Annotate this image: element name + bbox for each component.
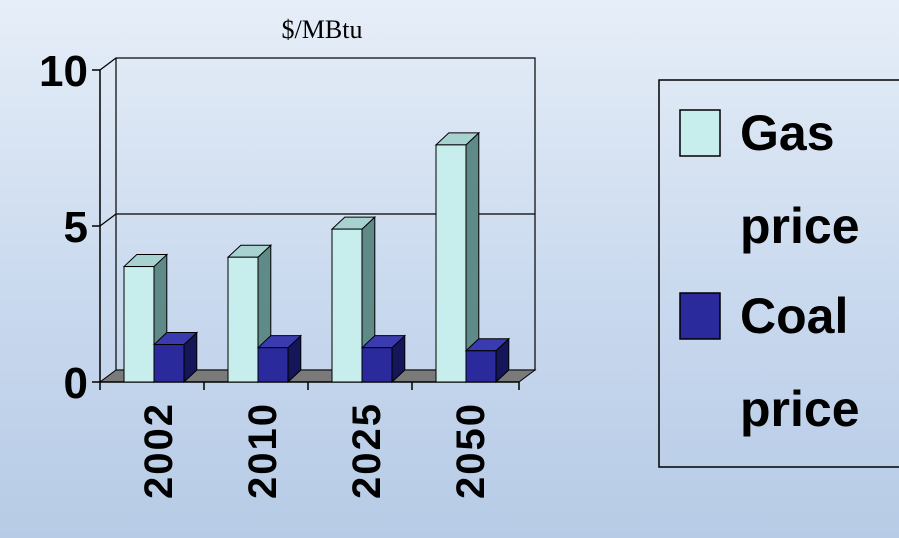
bar-front — [257, 347, 289, 383]
y-tick-label: 5 — [64, 203, 88, 252]
bar-front — [331, 228, 363, 383]
gridline-side — [99, 213, 117, 227]
bar-front — [123, 266, 155, 383]
bar-front — [153, 344, 185, 383]
bar-coal-2010 — [256, 334, 303, 384]
bar-front — [465, 350, 497, 383]
bar-coal-2025 — [360, 334, 407, 384]
x-tick-label: 2050 — [449, 402, 493, 499]
bar-gas-2050 — [434, 131, 481, 384]
bar-coal-2002 — [152, 331, 199, 384]
side-wall-edge — [99, 57, 117, 71]
y-tick-label: 0 — [64, 359, 88, 408]
bar-coal-2050 — [464, 337, 511, 384]
legend-label-gas: price — [740, 198, 860, 254]
bar-gas-2025 — [330, 215, 377, 384]
legend-swatch-gas — [679, 109, 721, 157]
x-tick-label: 2010 — [241, 402, 285, 499]
legend-label-coal: price — [740, 381, 860, 437]
y-tick-label: 10 — [39, 47, 88, 96]
legend-label-coal: Coal — [740, 288, 848, 344]
chart-title: $/MBtu — [282, 15, 363, 44]
legend-box — [658, 79, 899, 468]
bar-front — [227, 256, 259, 383]
legend-label-gas: Gas — [740, 105, 835, 161]
bar-front — [435, 144, 467, 383]
x-tick-label: 2025 — [345, 402, 389, 499]
legend-swatch-coal — [679, 292, 721, 340]
x-tick-label: 2002 — [137, 402, 181, 499]
bar-front — [361, 347, 393, 383]
